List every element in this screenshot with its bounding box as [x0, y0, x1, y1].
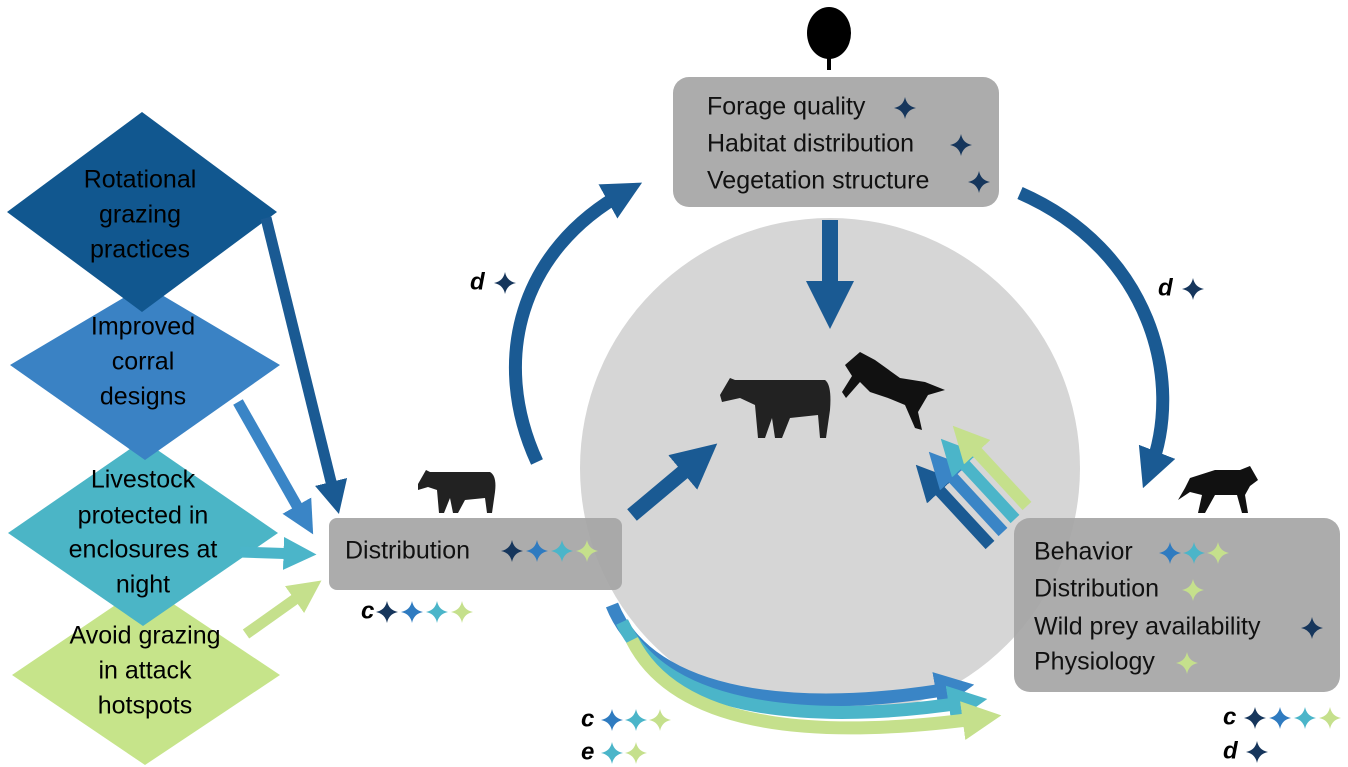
strategy-text: in attack — [98, 657, 192, 685]
strategy-text: Avoid grazing — [69, 622, 220, 650]
strategy-text: practices — [90, 236, 190, 264]
factor-text: Vegetation structure — [707, 167, 929, 195]
strategy-text: hotspots — [98, 692, 193, 720]
star-icon — [649, 709, 671, 731]
source-label: d — [1223, 737, 1239, 764]
star-icon — [401, 601, 423, 623]
source-label: c — [581, 705, 594, 732]
source-label: c — [1223, 703, 1236, 730]
strategy-text: Improved — [91, 313, 195, 341]
factor-text: Physiology — [1034, 648, 1155, 676]
strategy-text: Livestock — [91, 466, 196, 494]
strategy-text: protected in — [78, 502, 209, 530]
factor-text: Habitat distribution — [707, 130, 914, 158]
star-icon — [376, 601, 398, 623]
diagram: Rotational grazing practices Improved corral… — [0, 0, 1348, 767]
source-label: e — [581, 738, 594, 765]
arrow — [238, 402, 305, 520]
star-icon — [494, 272, 516, 294]
factor-text: Distribution — [345, 537, 470, 565]
arrow — [246, 590, 308, 634]
star-icon — [1294, 707, 1316, 729]
strategy-text: night — [116, 571, 170, 599]
star-icon — [1246, 741, 1268, 763]
source-label: d — [1158, 274, 1174, 301]
star-icon — [1319, 707, 1341, 729]
strategy-text: enclosures at — [69, 536, 218, 564]
source-label: c — [361, 597, 374, 624]
strategy-text: corral — [112, 348, 175, 376]
tree-icon — [807, 7, 851, 70]
star-icon — [451, 601, 473, 623]
star-icon — [601, 709, 623, 731]
star-icon — [1182, 278, 1204, 300]
star-icon — [625, 742, 647, 764]
strategy-text: grazing — [99, 201, 181, 229]
factor-text: Behavior — [1034, 538, 1133, 566]
arrow — [266, 218, 335, 498]
source-label: d — [470, 268, 486, 295]
factor-text: Wild prey availability — [1034, 613, 1261, 641]
star-icon — [625, 709, 647, 731]
star-icon — [1269, 707, 1291, 729]
star-icon — [1244, 707, 1266, 729]
factor-text: Forage quality — [707, 93, 866, 121]
star-icon — [601, 742, 623, 764]
star-icon — [426, 601, 448, 623]
strategy-text: Rotational — [84, 166, 197, 194]
arrow — [240, 552, 300, 554]
strategy-text: designs — [100, 383, 186, 411]
factor-text: Distribution — [1034, 575, 1159, 603]
